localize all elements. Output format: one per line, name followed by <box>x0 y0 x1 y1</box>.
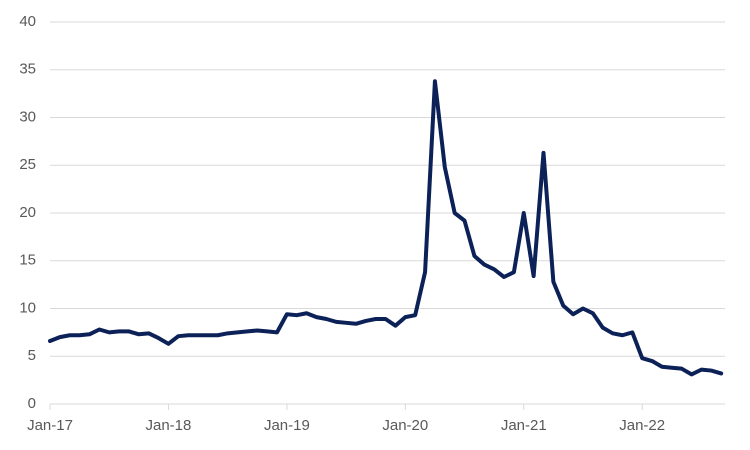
x-tick-label: Jan-19 <box>264 417 310 434</box>
y-tick-label: 15 <box>19 252 36 269</box>
x-tick-label: Jan-17 <box>27 417 73 434</box>
x-tick-label: Jan-20 <box>382 417 428 434</box>
y-tick-label: 5 <box>28 347 36 364</box>
y-tick-label: 10 <box>19 299 36 316</box>
y-tick-label: 35 <box>19 61 36 78</box>
x-tick-label: Jan-21 <box>501 417 547 434</box>
line <box>48 79 724 377</box>
y-tick-label: 0 <box>28 395 36 412</box>
x-tick-label: Jan-22 <box>619 417 665 434</box>
y-tick-label: 40 <box>19 13 36 30</box>
y-tick-label: 25 <box>19 156 36 173</box>
y-tick-label: 20 <box>19 204 36 221</box>
y-tick-label: 30 <box>19 108 36 125</box>
x-tick-label: Jan-18 <box>146 417 192 434</box>
